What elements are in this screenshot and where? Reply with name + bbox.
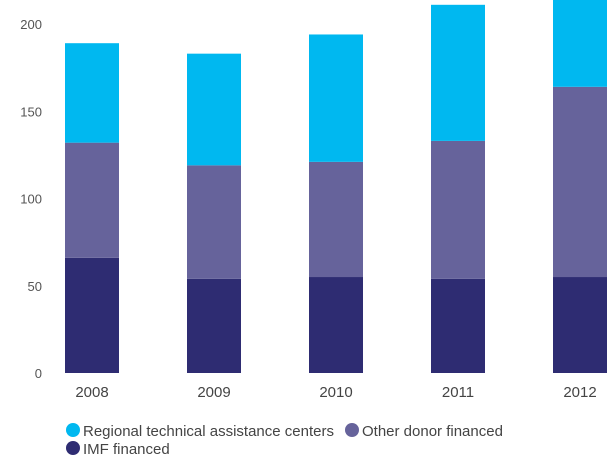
chart-legend: Regional technical assistance centers Oth… <box>66 423 615 459</box>
legend-label: Regional technical assistance centers <box>83 423 334 440</box>
x-tick-label: 2009 <box>197 384 230 401</box>
y-tick-label: 150 <box>20 104 42 119</box>
bar-segment-other-donor-financed-2008 <box>65 142 119 258</box>
bar-segment-other-donor-financed-2010 <box>309 161 363 278</box>
legend-item: IMF financed <box>66 441 170 459</box>
bar-segment-imf-financed-2012 <box>553 277 607 373</box>
legend-item: Regional technical assistance centers <box>66 423 334 441</box>
y-tick-label: 100 <box>20 192 42 207</box>
legend-label: Other donor financed <box>361 423 503 440</box>
bar-segment-other-donor-financed-2009 <box>187 165 241 279</box>
bar-segment-regional-technical-assistance-centers-2008 <box>65 43 119 143</box>
bar-segment-regional-technical-assistance-centers-2010 <box>309 34 363 162</box>
bar-segment-imf-financed-2011 <box>431 278 485 373</box>
x-tick-label: 2011 <box>442 384 474 401</box>
bar-segment-other-donor-financed-2011 <box>431 140 485 279</box>
legend-item: Other donor financed <box>344 423 503 441</box>
legend-dot-icon <box>344 423 359 437</box>
legend-dot-icon <box>66 441 80 455</box>
legend-dot-icon <box>66 423 80 437</box>
y-tick-label: 200 <box>20 17 42 32</box>
x-tick-label: 2010 <box>319 384 352 401</box>
y-tick-label: 50 <box>28 279 42 294</box>
bar-segment-imf-financed-2008 <box>65 257 119 373</box>
legend-label: IMF financed <box>83 441 170 458</box>
y-tick-label: 0 <box>35 366 42 381</box>
bar-segment-imf-financed-2009 <box>187 278 241 373</box>
bar-segment-regional-technical-assistance-centers-2011 <box>431 4 485 141</box>
bar-segment-other-donor-financed-2012 <box>553 86 607 278</box>
x-tick-label: 2008 <box>75 384 108 401</box>
bar-segment-regional-technical-assistance-centers-2009 <box>187 53 241 166</box>
x-tick-label: 2012 <box>563 384 596 401</box>
bar-segment-imf-financed-2010 <box>309 277 363 373</box>
bar-segment-regional-technical-assistance-centers-2012 <box>553 0 607 87</box>
